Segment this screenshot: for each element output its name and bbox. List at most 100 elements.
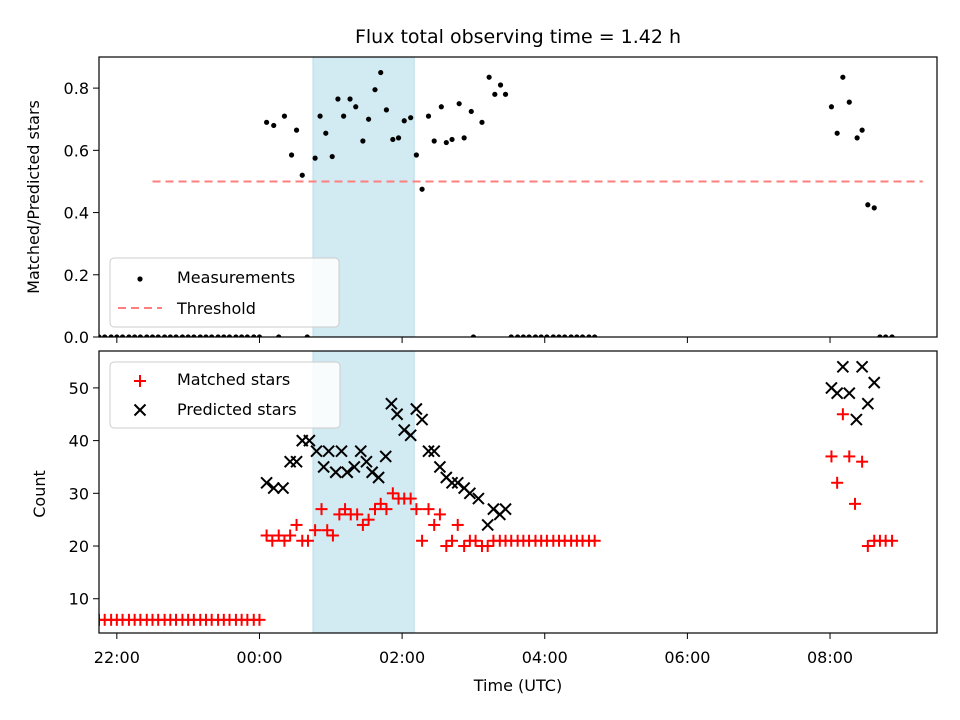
measurement-point (276, 334, 282, 337)
predicted-star-point (322, 444, 335, 458)
measurement-point (251, 334, 257, 337)
measurement-point (126, 334, 132, 337)
measurement-point (167, 334, 173, 337)
predicted-marker-b (379, 450, 392, 463)
count-y-axis-label: Count (30, 470, 49, 518)
matched-stars-points (81, 408, 899, 626)
predicted-marker-b (404, 429, 417, 442)
matched-star-point (886, 534, 899, 547)
legend-measurements-marker (137, 276, 143, 282)
measurement-point (456, 101, 462, 107)
predicted-marker-b (398, 423, 411, 437)
measurement-point (197, 334, 203, 337)
predicted-star-point (463, 487, 477, 500)
matched-star-point (469, 534, 482, 547)
measurement-point (479, 119, 485, 125)
measurement-point (347, 96, 353, 102)
ratio-ytick-label: 0.2 (64, 266, 89, 285)
predicted-star-point (830, 386, 844, 400)
predicted-star-point (260, 476, 273, 489)
predicted-marker-b (360, 455, 373, 468)
measurement-point (293, 127, 300, 133)
matched-star-point (278, 534, 291, 547)
predicted-marker-b (861, 397, 875, 410)
matched-star-point (386, 487, 399, 500)
predicted-star-point (303, 434, 316, 447)
measurement-point (239, 334, 245, 337)
predicted-star-point (868, 376, 881, 389)
measurement-point (390, 136, 396, 143)
measurement-point (360, 138, 366, 144)
matched-star-point (81, 614, 93, 626)
measurement-point (592, 334, 598, 337)
measurement-point (191, 334, 197, 337)
measurement-point (144, 334, 150, 337)
legend-measurements-label: Measurements (177, 268, 295, 287)
predicted-marker-b (329, 466, 342, 479)
predicted-marker-b (410, 402, 423, 416)
predicted-marker-b (267, 481, 280, 495)
predicted-star-point (433, 460, 447, 474)
predicted-star-point (329, 466, 342, 479)
predicted-star-point (415, 413, 429, 426)
predicted-star-point (335, 444, 348, 458)
measurement-point (114, 334, 120, 337)
matched-star-point (333, 508, 346, 521)
chart-title: Flux total observing time = 1.42 h (355, 26, 681, 48)
measurement-point (99, 334, 102, 337)
legend-predicted-label: Predicted stars (177, 400, 297, 419)
predicted-marker-b (422, 444, 435, 458)
measurement-point (889, 334, 895, 337)
predicted-star-point (445, 476, 459, 489)
predicted-marker-b (855, 360, 869, 374)
ratio-x-ticks (116, 337, 831, 343)
predicted-marker-b (390, 408, 404, 421)
measurement-point (401, 118, 407, 124)
matched-star-point (404, 492, 417, 505)
count-panel: 10 20 30 40 50 22:00 00:00 02:00 04:00 06:00 08:0… (30, 350, 938, 695)
predicted-star-point (836, 360, 850, 374)
measurement-point (203, 334, 209, 337)
measurement-point (586, 334, 592, 337)
predicted-star-point (267, 481, 280, 495)
measurement-point (840, 74, 846, 80)
legend-matched-label: Matched stars (177, 370, 290, 389)
matched-star-point (290, 518, 303, 531)
measurement-point (502, 91, 509, 97)
predicted-star-point (410, 402, 423, 416)
predicted-star-point (385, 397, 398, 410)
measurement-point (102, 334, 108, 337)
matched-star-point (253, 613, 266, 626)
predicted-marker-b (472, 492, 485, 505)
measurement-point (149, 334, 156, 337)
x-tick-label: 06:00 (664, 648, 710, 667)
matched-star-point (451, 518, 464, 531)
measurement-point (221, 334, 227, 337)
measurement-point (470, 334, 477, 337)
measurement-point (550, 334, 556, 337)
predicted-star-point (340, 466, 354, 479)
measurement-point (438, 104, 444, 110)
ratio-y-axis-label: Matched/Predicted stars (24, 100, 43, 294)
measurement-point (408, 115, 414, 121)
predicted-marker-b (843, 386, 856, 400)
legend-predicted-marker (133, 403, 147, 417)
measurement-point (256, 334, 263, 337)
measurement-point (854, 135, 860, 141)
matched-star-point (326, 529, 339, 542)
measurement-point (378, 69, 384, 76)
ratio-y-ticks: 0.0 0.2 0.4 0.6 0.8 (64, 79, 99, 347)
measurement-point (492, 91, 498, 97)
measurement-point (449, 136, 455, 143)
matched-star-point (410, 503, 423, 516)
measurement-point (579, 334, 586, 337)
measurement-point (365, 116, 372, 122)
predicted-star-point (499, 502, 512, 516)
measurement-point (323, 130, 329, 136)
predicted-marker-b (385, 397, 398, 410)
predicted-star-point (427, 444, 441, 458)
x-tick-label: 04:00 (522, 648, 568, 667)
measurement-point (413, 152, 419, 158)
predicted-marker-b (340, 466, 354, 479)
x-tick-label: 00:00 (236, 648, 282, 667)
